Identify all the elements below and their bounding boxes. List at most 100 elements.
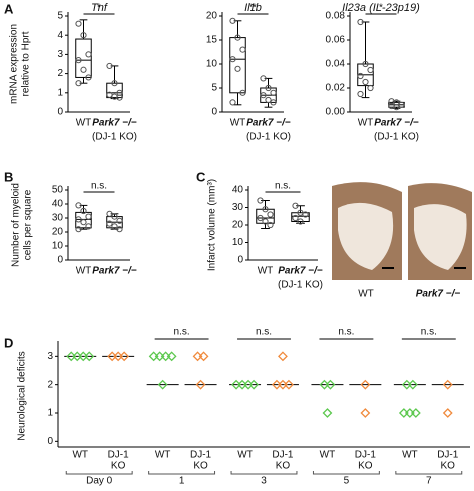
data-point bbox=[195, 379, 206, 390]
y-tick-label: 0 bbox=[237, 255, 243, 266]
day-label: 7 bbox=[426, 476, 432, 486]
data-point bbox=[278, 351, 288, 362]
box bbox=[291, 212, 310, 222]
y-tick-label: 0 bbox=[57, 255, 63, 266]
image-label: WT bbox=[358, 289, 374, 300]
data-point bbox=[234, 34, 241, 41]
group-label: WT bbox=[155, 450, 171, 461]
y-tick-label: 10 bbox=[52, 241, 64, 252]
y-tick-label: 0.08 bbox=[326, 11, 346, 22]
data-point bbox=[270, 89, 277, 96]
data-point bbox=[442, 379, 453, 390]
y-axis-label: Neurological deficits bbox=[17, 351, 28, 441]
y-tick-label: 0.06 bbox=[326, 35, 346, 46]
group-label: KO bbox=[358, 461, 373, 472]
data-point bbox=[111, 223, 118, 230]
data-point bbox=[85, 74, 92, 81]
day-bracket bbox=[230, 471, 298, 475]
y-axis-label: mRNA expression bbox=[9, 24, 20, 104]
data-point bbox=[398, 101, 405, 108]
x-tick-label: Park7 −/− bbox=[374, 118, 419, 129]
day-bracket bbox=[395, 471, 463, 475]
chart-title: Tnf bbox=[91, 2, 108, 14]
data-point bbox=[85, 51, 92, 58]
data-point bbox=[80, 32, 87, 39]
y-tick-label: 10 bbox=[206, 59, 218, 70]
significance: n.s. bbox=[421, 327, 437, 338]
brain-images bbox=[330, 180, 472, 282]
group-label: WT bbox=[320, 450, 336, 461]
x-note: (DJ-1 KO) bbox=[246, 132, 291, 143]
x-tick-label: Park7 −/− bbox=[92, 118, 137, 129]
data-point bbox=[116, 94, 123, 101]
significance: ** bbox=[249, 3, 257, 14]
data-point bbox=[362, 60, 369, 68]
image-label: Park7 −/− bbox=[416, 289, 461, 300]
y-tick-label: 0 bbox=[57, 107, 63, 118]
data-point bbox=[292, 214, 299, 222]
data-point bbox=[302, 211, 309, 218]
group-label: KO bbox=[193, 461, 208, 472]
chart-title: Il23a (IL-23p19) bbox=[342, 2, 420, 14]
x-note: (DJ-1 KO) bbox=[278, 280, 323, 291]
x-tick-label: Park7 −/− bbox=[92, 266, 137, 277]
data-point bbox=[80, 207, 87, 215]
data-point bbox=[262, 218, 269, 225]
group-label: KO bbox=[276, 461, 291, 472]
data-point bbox=[267, 211, 274, 218]
data-point bbox=[198, 351, 209, 362]
y-axis-label: Number of myeloid bbox=[11, 183, 22, 267]
y-tick-label: 0.04 bbox=[326, 59, 346, 70]
y-tick-label: 0 bbox=[47, 436, 53, 447]
data-point bbox=[106, 62, 113, 70]
data-point bbox=[80, 219, 87, 226]
x-tick-label: WT bbox=[76, 118, 92, 129]
data-point bbox=[229, 99, 236, 106]
data-point bbox=[166, 351, 177, 362]
data-point bbox=[265, 84, 272, 92]
panel-letter: B bbox=[4, 169, 13, 184]
data-point bbox=[442, 408, 453, 418]
day-bracket bbox=[312, 471, 380, 475]
data-point bbox=[362, 78, 369, 86]
x-tick-label: WT bbox=[230, 118, 246, 129]
data-point bbox=[257, 214, 264, 222]
data-point bbox=[157, 379, 168, 390]
data-point bbox=[360, 408, 371, 418]
data-point bbox=[85, 223, 92, 230]
y-tick-label: 20 bbox=[52, 227, 64, 238]
data-point bbox=[116, 217, 123, 224]
data-point bbox=[262, 206, 269, 213]
y-tick-label: 0 bbox=[211, 107, 217, 118]
y-tick-label: 10 bbox=[232, 237, 244, 248]
data-point bbox=[229, 56, 236, 63]
data-point bbox=[393, 104, 400, 111]
data-point bbox=[75, 216, 82, 223]
data-point bbox=[239, 46, 246, 53]
data-point bbox=[75, 57, 82, 64]
panel-letter: C bbox=[196, 169, 206, 184]
significance: * bbox=[97, 3, 101, 14]
data-point bbox=[407, 379, 418, 390]
x-note: (DJ-1 KO) bbox=[92, 132, 137, 143]
y-tick-label: 20 bbox=[232, 220, 244, 231]
y-tick-label: 5 bbox=[57, 11, 63, 22]
significance: * bbox=[379, 3, 383, 14]
group-label: KO bbox=[441, 461, 456, 472]
group-label: DJ-1 bbox=[272, 450, 294, 461]
data-point bbox=[119, 351, 130, 362]
data-point bbox=[292, 202, 299, 209]
significance: n.s. bbox=[256, 327, 272, 338]
group-label: DJ-1 bbox=[190, 450, 212, 461]
panel-letter: D bbox=[4, 335, 13, 350]
significance: n.s. bbox=[275, 181, 291, 192]
data-point bbox=[234, 65, 241, 72]
infarct bbox=[414, 204, 467, 270]
group-label: KO bbox=[111, 461, 126, 472]
x-tick-label: WT bbox=[358, 118, 374, 129]
y-tick-label: 3 bbox=[57, 49, 63, 60]
day-label: 3 bbox=[261, 476, 267, 486]
data-point bbox=[360, 379, 371, 390]
y-tick-label: 2 bbox=[47, 379, 53, 390]
